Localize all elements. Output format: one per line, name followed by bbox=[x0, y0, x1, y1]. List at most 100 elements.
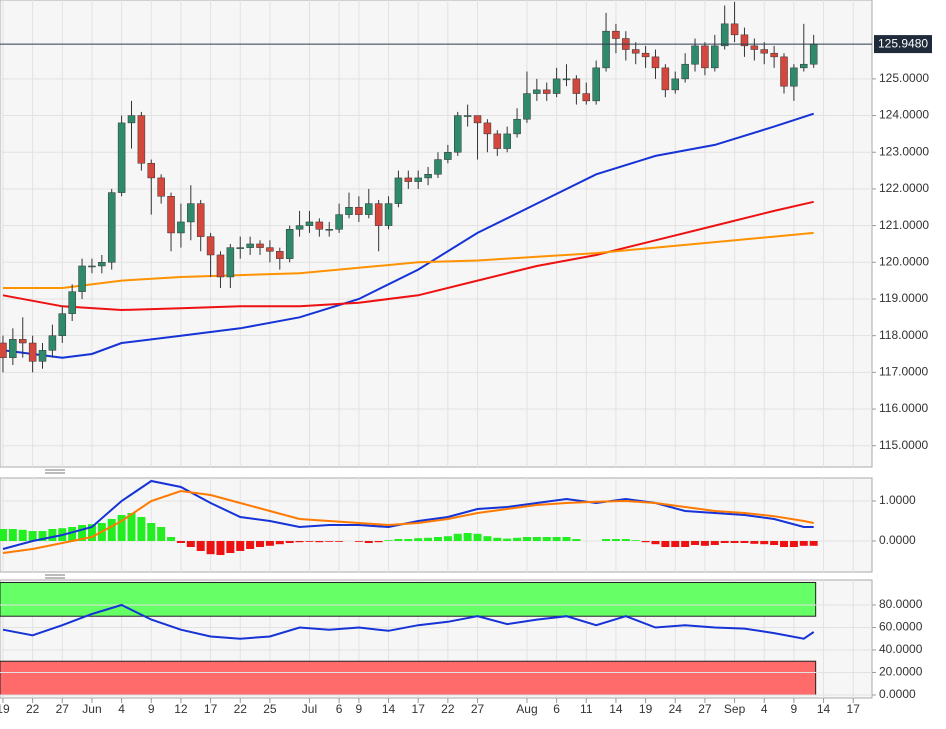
candle-body bbox=[88, 265, 96, 268]
candle-body bbox=[681, 63, 689, 80]
y-tick-label: 120.0000 bbox=[879, 254, 929, 268]
candle-body bbox=[533, 89, 541, 94]
macd-histogram-bar bbox=[424, 537, 433, 541]
macd-histogram-bar bbox=[503, 538, 512, 541]
x-tick-label: 4 bbox=[761, 702, 768, 716]
macd-histogram-bar bbox=[315, 541, 324, 543]
x-tick-label: 6 bbox=[553, 702, 560, 716]
macd-histogram-bar bbox=[394, 539, 403, 541]
macd-histogram-bar bbox=[562, 537, 571, 541]
x-tick-label: Jul bbox=[302, 702, 317, 716]
candle-body bbox=[631, 49, 640, 54]
macd-histogram-bar bbox=[374, 541, 383, 543]
macd-histogram-bar bbox=[621, 539, 630, 541]
candle-body bbox=[473, 115, 482, 124]
macd-histogram-bar bbox=[226, 541, 235, 553]
macd-histogram-bar bbox=[78, 525, 87, 541]
candle-body bbox=[503, 133, 511, 149]
macd-histogram-bar bbox=[107, 519, 116, 541]
y-tick-label: 122.0000 bbox=[879, 181, 929, 195]
candle-body bbox=[167, 196, 175, 234]
candle-body bbox=[305, 221, 314, 226]
overbought-zone bbox=[0, 581, 817, 617]
macd-histogram-bar bbox=[48, 529, 57, 541]
macd-histogram-bar bbox=[305, 541, 314, 542]
candle-body bbox=[760, 49, 768, 54]
macd-histogram-bar bbox=[295, 541, 304, 543]
candle-body bbox=[98, 262, 106, 267]
macd-histogram-bar bbox=[354, 541, 363, 542]
y-tick-label: 115.0000 bbox=[879, 438, 928, 452]
y-tick-label: 123.0000 bbox=[879, 144, 929, 158]
x-tick-label: Aug bbox=[516, 702, 537, 716]
macd-histogram-bar bbox=[493, 537, 502, 541]
x-tick-label: 22 bbox=[234, 702, 248, 716]
candle-body bbox=[365, 203, 373, 215]
candle-body bbox=[701, 45, 709, 69]
candle-body bbox=[335, 214, 343, 230]
macd-histogram-bar bbox=[799, 541, 808, 546]
x-tick-label: 14 bbox=[817, 702, 831, 716]
macd-histogram-bar bbox=[780, 541, 789, 547]
y-tick-label: 121.0000 bbox=[879, 218, 929, 232]
macd-histogram-bar bbox=[681, 541, 690, 547]
y-tick-label: 117.0000 bbox=[879, 365, 928, 379]
candle-body bbox=[196, 203, 205, 237]
macd-histogram-bar bbox=[700, 541, 709, 546]
macd-histogram-bar bbox=[740, 541, 749, 543]
candle-body bbox=[414, 177, 422, 182]
candle-body bbox=[315, 221, 324, 230]
candle-body bbox=[0, 342, 7, 358]
macd-histogram-bar bbox=[8, 529, 17, 541]
candle-body bbox=[602, 30, 610, 69]
candle-body bbox=[572, 78, 581, 94]
macd-histogram-bar bbox=[68, 527, 77, 541]
candle-body bbox=[592, 67, 600, 102]
macd-histogram-bar bbox=[513, 537, 522, 541]
macd-histogram-bar bbox=[0, 529, 7, 541]
x-tick-label: 25 bbox=[263, 702, 277, 716]
macd-histogram-bar bbox=[760, 541, 769, 545]
x-tick-label: 17 bbox=[204, 702, 218, 716]
macd-histogram-bar bbox=[770, 541, 779, 545]
y-tick-label: 60.0000 bbox=[879, 620, 923, 634]
candle-body bbox=[345, 207, 353, 215]
macd-histogram-bar bbox=[542, 537, 551, 541]
candle-body bbox=[523, 93, 531, 120]
y-tick-label: 20.0000 bbox=[879, 665, 923, 679]
x-tick-label: Jun bbox=[82, 702, 101, 716]
macd-histogram-bar bbox=[730, 541, 739, 543]
candle-body bbox=[641, 52, 650, 58]
candle-body bbox=[384, 203, 393, 226]
candle-body bbox=[266, 247, 274, 252]
x-tick-label: 19 bbox=[639, 702, 653, 716]
candle-body bbox=[117, 122, 126, 193]
macd-histogram-bar bbox=[127, 513, 136, 541]
macd-histogram-bar bbox=[147, 523, 156, 541]
candle-body bbox=[38, 350, 47, 362]
macd-histogram-bar bbox=[552, 537, 561, 541]
macd-histogram-bar bbox=[364, 541, 373, 543]
y-tick-label: 1.0000 bbox=[879, 493, 916, 507]
macd-histogram-bar bbox=[285, 541, 294, 543]
macd-histogram-bar bbox=[463, 533, 472, 541]
macd-histogram-bar bbox=[246, 541, 255, 549]
macd-histogram-bar bbox=[404, 539, 413, 541]
macd-histogram-bar bbox=[443, 536, 452, 541]
last-price-label: 125.9480 bbox=[878, 36, 928, 50]
macd-histogram-bar bbox=[522, 537, 531, 541]
macd-histogram-bar bbox=[473, 533, 482, 541]
macd-histogram-bar bbox=[167, 537, 176, 541]
macd-histogram-bar bbox=[28, 531, 37, 541]
panel-handle bbox=[45, 469, 65, 579]
candle-body bbox=[780, 56, 788, 87]
candle-body bbox=[177, 221, 185, 234]
candle-body bbox=[513, 118, 521, 135]
candle-body bbox=[562, 78, 571, 81]
candle-body bbox=[285, 229, 294, 259]
oversold-zone bbox=[0, 660, 817, 696]
macd-histogram-bar bbox=[611, 539, 620, 541]
macd-histogram-bar bbox=[671, 541, 680, 547]
candle-body bbox=[454, 115, 462, 153]
